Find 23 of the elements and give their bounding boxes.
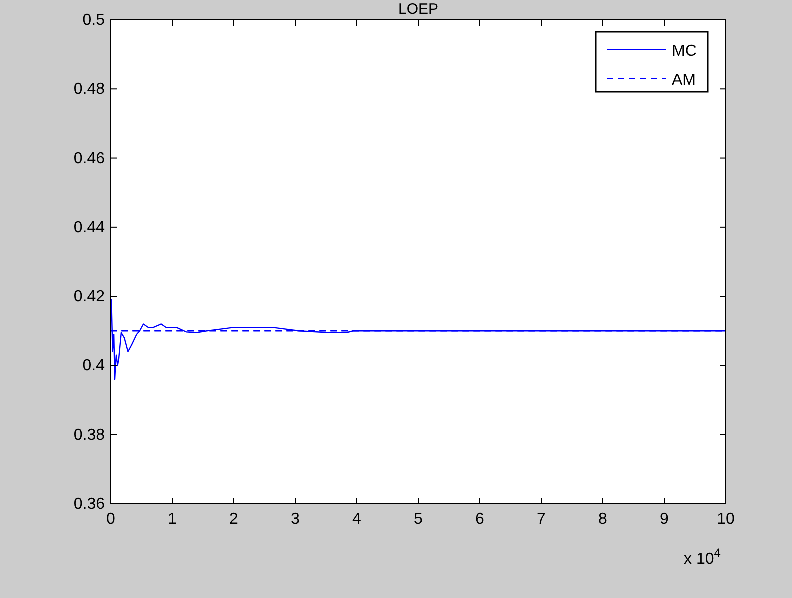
x-tick-label: 4	[352, 511, 362, 528]
x-tick-label: 9	[660, 511, 670, 528]
y-tick-label: 0.5	[82, 12, 106, 29]
y-tick-label: 0.46	[74, 150, 106, 168]
y-tick-label: 0.44	[74, 219, 106, 236]
x-tick-label: 6	[476, 511, 485, 528]
x-tick-label: 8	[598, 511, 608, 528]
y-tick-label: 0.4	[82, 358, 106, 375]
text: x 10$^{4}$	[684, 546, 722, 568]
x-tick-label: 0	[106, 511, 116, 528]
y-tick-label: 0.42	[74, 288, 106, 306]
y-tick-label: 0.38	[74, 426, 106, 444]
chart-title: LOEP	[398, 1, 439, 18]
x-tick-label: 1	[168, 511, 178, 528]
x-tick-label: 5	[414, 511, 424, 528]
x-tick-label: 7	[537, 511, 546, 528]
x-tick-label: 2	[230, 511, 239, 528]
legend-label: AM	[672, 72, 696, 89]
y-tick-label: 0.36	[74, 496, 106, 513]
x-tick-label: 3	[291, 511, 300, 528]
y-tick-label: 0.48	[74, 81, 106, 98]
x-tick-label: 10	[717, 511, 735, 528]
legend-label: MC	[672, 43, 697, 60]
